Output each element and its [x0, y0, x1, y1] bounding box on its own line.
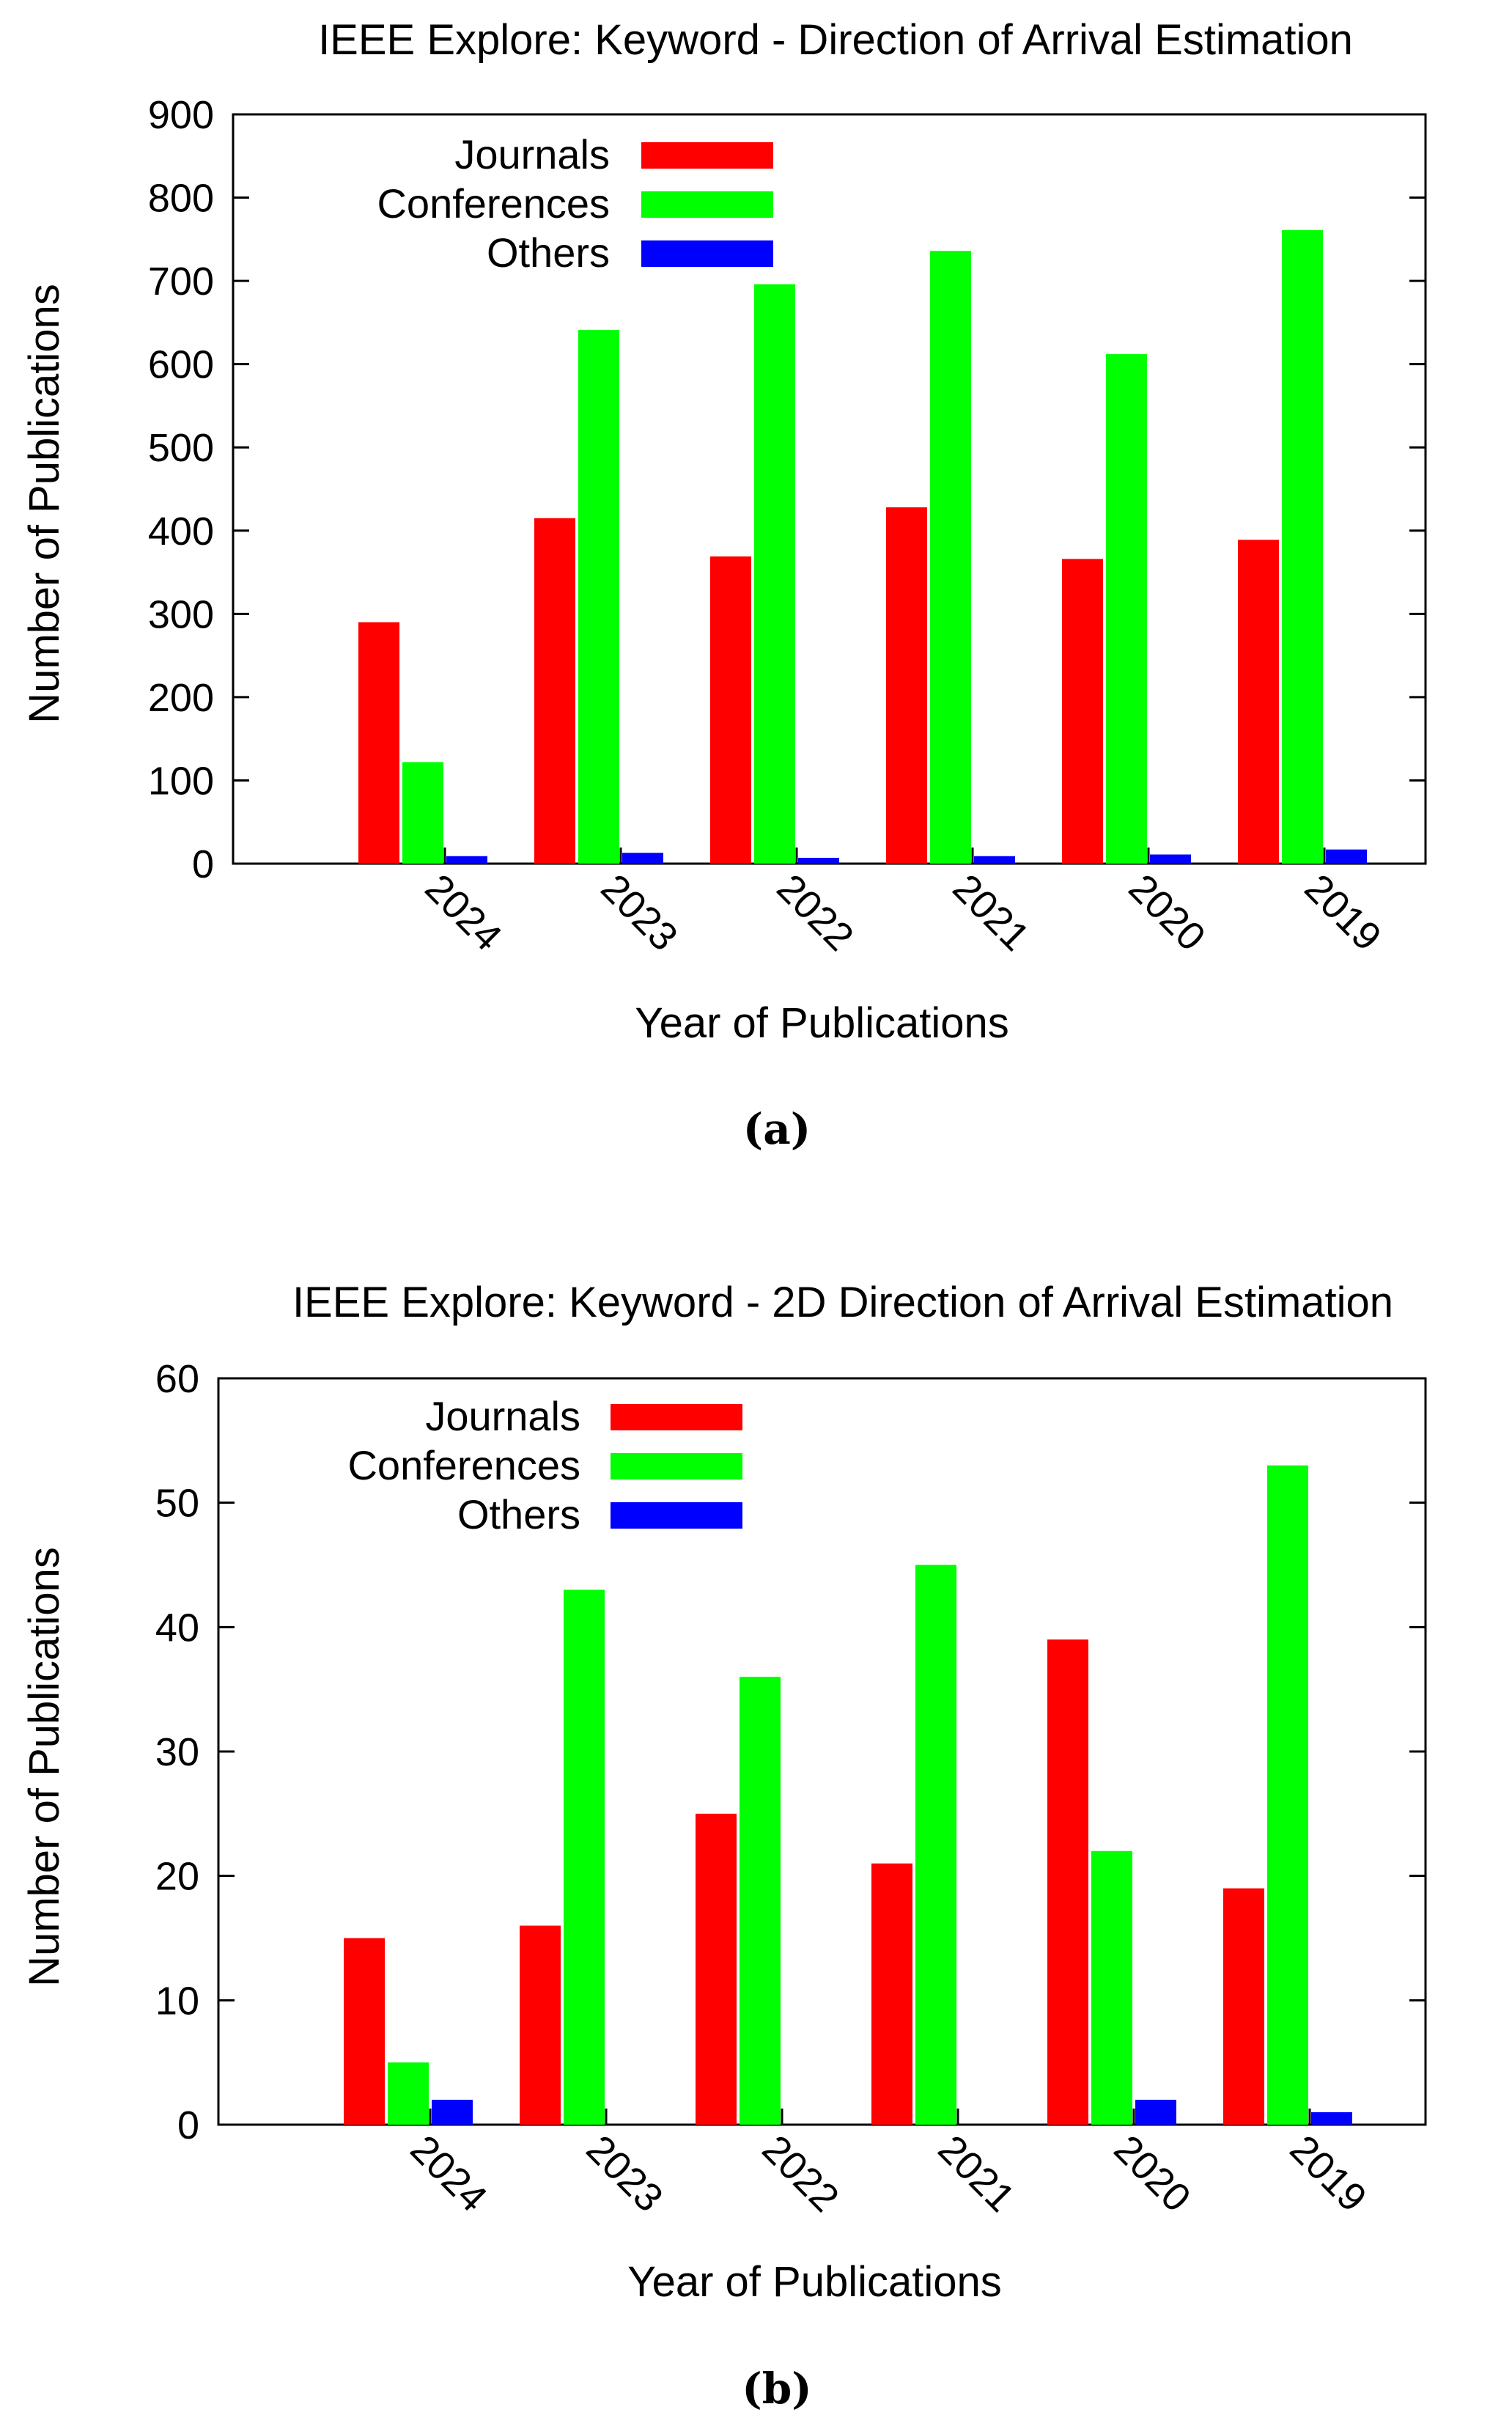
bar-journals-2021 — [871, 1863, 912, 2125]
legend-label-conferences: Conferences — [377, 180, 610, 227]
legend-swatch-conferences — [611, 1453, 742, 1480]
legend-label-conferences: Conferences — [347, 1442, 580, 1488]
bar-conferences-2024 — [388, 2062, 429, 2125]
bar-journals-2023 — [534, 518, 575, 864]
y-tick-label: 40 — [155, 1606, 199, 1650]
y-tick-label: 50 — [155, 1482, 199, 1526]
y-tick-label: 0 — [192, 842, 214, 886]
x-tick-label: 2020 — [1121, 866, 1214, 959]
bar-others-2021 — [974, 856, 1015, 864]
bar-journals-2020 — [1062, 559, 1103, 864]
bar-others-2024 — [432, 2100, 473, 2125]
y-tick-label: 10 — [155, 1979, 199, 2023]
y-tick-label: 900 — [148, 93, 214, 137]
bar-others-2019 — [1326, 849, 1367, 864]
bar-others-2020 — [1135, 2100, 1176, 2125]
x-tick-label: 2023 — [578, 2127, 671, 2220]
bar-journals-2024 — [344, 1938, 385, 2125]
bar-conferences-2022 — [740, 1677, 781, 2125]
x-tick-label: 2021 — [945, 866, 1038, 959]
bar-journals-2019 — [1223, 1888, 1264, 2125]
legend-label-journals: Journals — [454, 131, 610, 177]
y-tick-label: 700 — [148, 260, 214, 304]
bar-conferences-2024 — [402, 762, 443, 864]
y-tick-label: 100 — [148, 759, 214, 803]
bar-journals-2021 — [886, 507, 927, 864]
x-axis-label: Year of Publications — [635, 999, 1009, 1047]
legend-label-journals: Journals — [425, 1393, 580, 1439]
bar-conferences-2022 — [754, 284, 795, 864]
bar-others-2024 — [446, 856, 487, 864]
x-tick-label: 2024 — [417, 866, 510, 959]
y-tick-label: 500 — [148, 426, 214, 470]
x-tick-label: 2022 — [754, 2127, 847, 2220]
legend-swatch-others — [641, 240, 773, 267]
bar-journals-2020 — [1047, 1639, 1088, 2125]
legend-label-others: Others — [457, 1491, 580, 1537]
x-tick-label: 2023 — [593, 866, 686, 959]
y-tick-label: 600 — [148, 343, 214, 387]
legend-swatch-conferences — [641, 191, 773, 218]
bar-conferences-2020 — [1091, 1850, 1132, 2125]
bar-journals-2019 — [1238, 540, 1279, 864]
bar-conferences-2023 — [564, 1589, 605, 2125]
y-axis-label: Number of Publications — [21, 284, 68, 724]
bar-others-2020 — [1150, 854, 1191, 864]
bar-conferences-2023 — [578, 330, 619, 864]
chart-title: IEEE Explore: Keyword - Direction of Arr… — [318, 16, 1353, 64]
chart-title: IEEE Explore: Keyword - 2D Direction of … — [292, 1279, 1393, 1326]
legend-swatch-journals — [611, 1404, 742, 1430]
bar-journals-2023 — [520, 1925, 561, 2125]
bar-conferences-2019 — [1267, 1465, 1308, 2125]
x-tick-label: 2019 — [1282, 2127, 1375, 2220]
legend-swatch-others — [611, 1502, 742, 1529]
y-tick-label: 20 — [155, 1855, 199, 1899]
bar-others-2019 — [1311, 2112, 1352, 2125]
bar-conferences-2021 — [930, 251, 971, 864]
x-tick-label: 2021 — [930, 2127, 1023, 2220]
bar-conferences-2020 — [1106, 354, 1147, 864]
x-tick-label: 2020 — [1106, 2127, 1199, 2220]
chart-b: IEEE Explore: Keyword - 2D Direction of … — [21, 1279, 1427, 2414]
subfigure-caption: (b) — [742, 2364, 811, 2414]
y-tick-label: 800 — [148, 177, 214, 221]
bar-journals-2022 — [710, 556, 751, 864]
y-tick-label: 200 — [148, 676, 214, 720]
y-axis-label: Number of Publications — [21, 1547, 68, 1987]
y-tick-label: 60 — [155, 1357, 199, 1401]
legend-label-others: Others — [487, 229, 610, 276]
bar-others-2023 — [622, 853, 663, 864]
x-tick-label: 2019 — [1297, 866, 1390, 959]
legend-swatch-journals — [641, 142, 773, 169]
y-tick-label: 400 — [148, 510, 214, 554]
x-tick-label: 2022 — [769, 866, 862, 959]
bar-conferences-2019 — [1282, 229, 1323, 864]
bar-journals-2022 — [696, 1813, 737, 2125]
x-tick-label: 2024 — [402, 2127, 495, 2220]
y-tick-label: 0 — [177, 2103, 199, 2147]
x-axis-label: Year of Publications — [627, 2258, 1002, 2306]
chart-a: IEEE Explore: Keyword - Direction of Arr… — [21, 16, 1427, 1154]
bar-others-2022 — [798, 858, 839, 864]
subfigure-caption: (a) — [743, 1104, 811, 1154]
bar-conferences-2021 — [915, 1565, 956, 2125]
y-tick-label: 300 — [148, 592, 214, 636]
y-tick-label: 30 — [155, 1730, 199, 1774]
bar-journals-2024 — [358, 622, 399, 864]
